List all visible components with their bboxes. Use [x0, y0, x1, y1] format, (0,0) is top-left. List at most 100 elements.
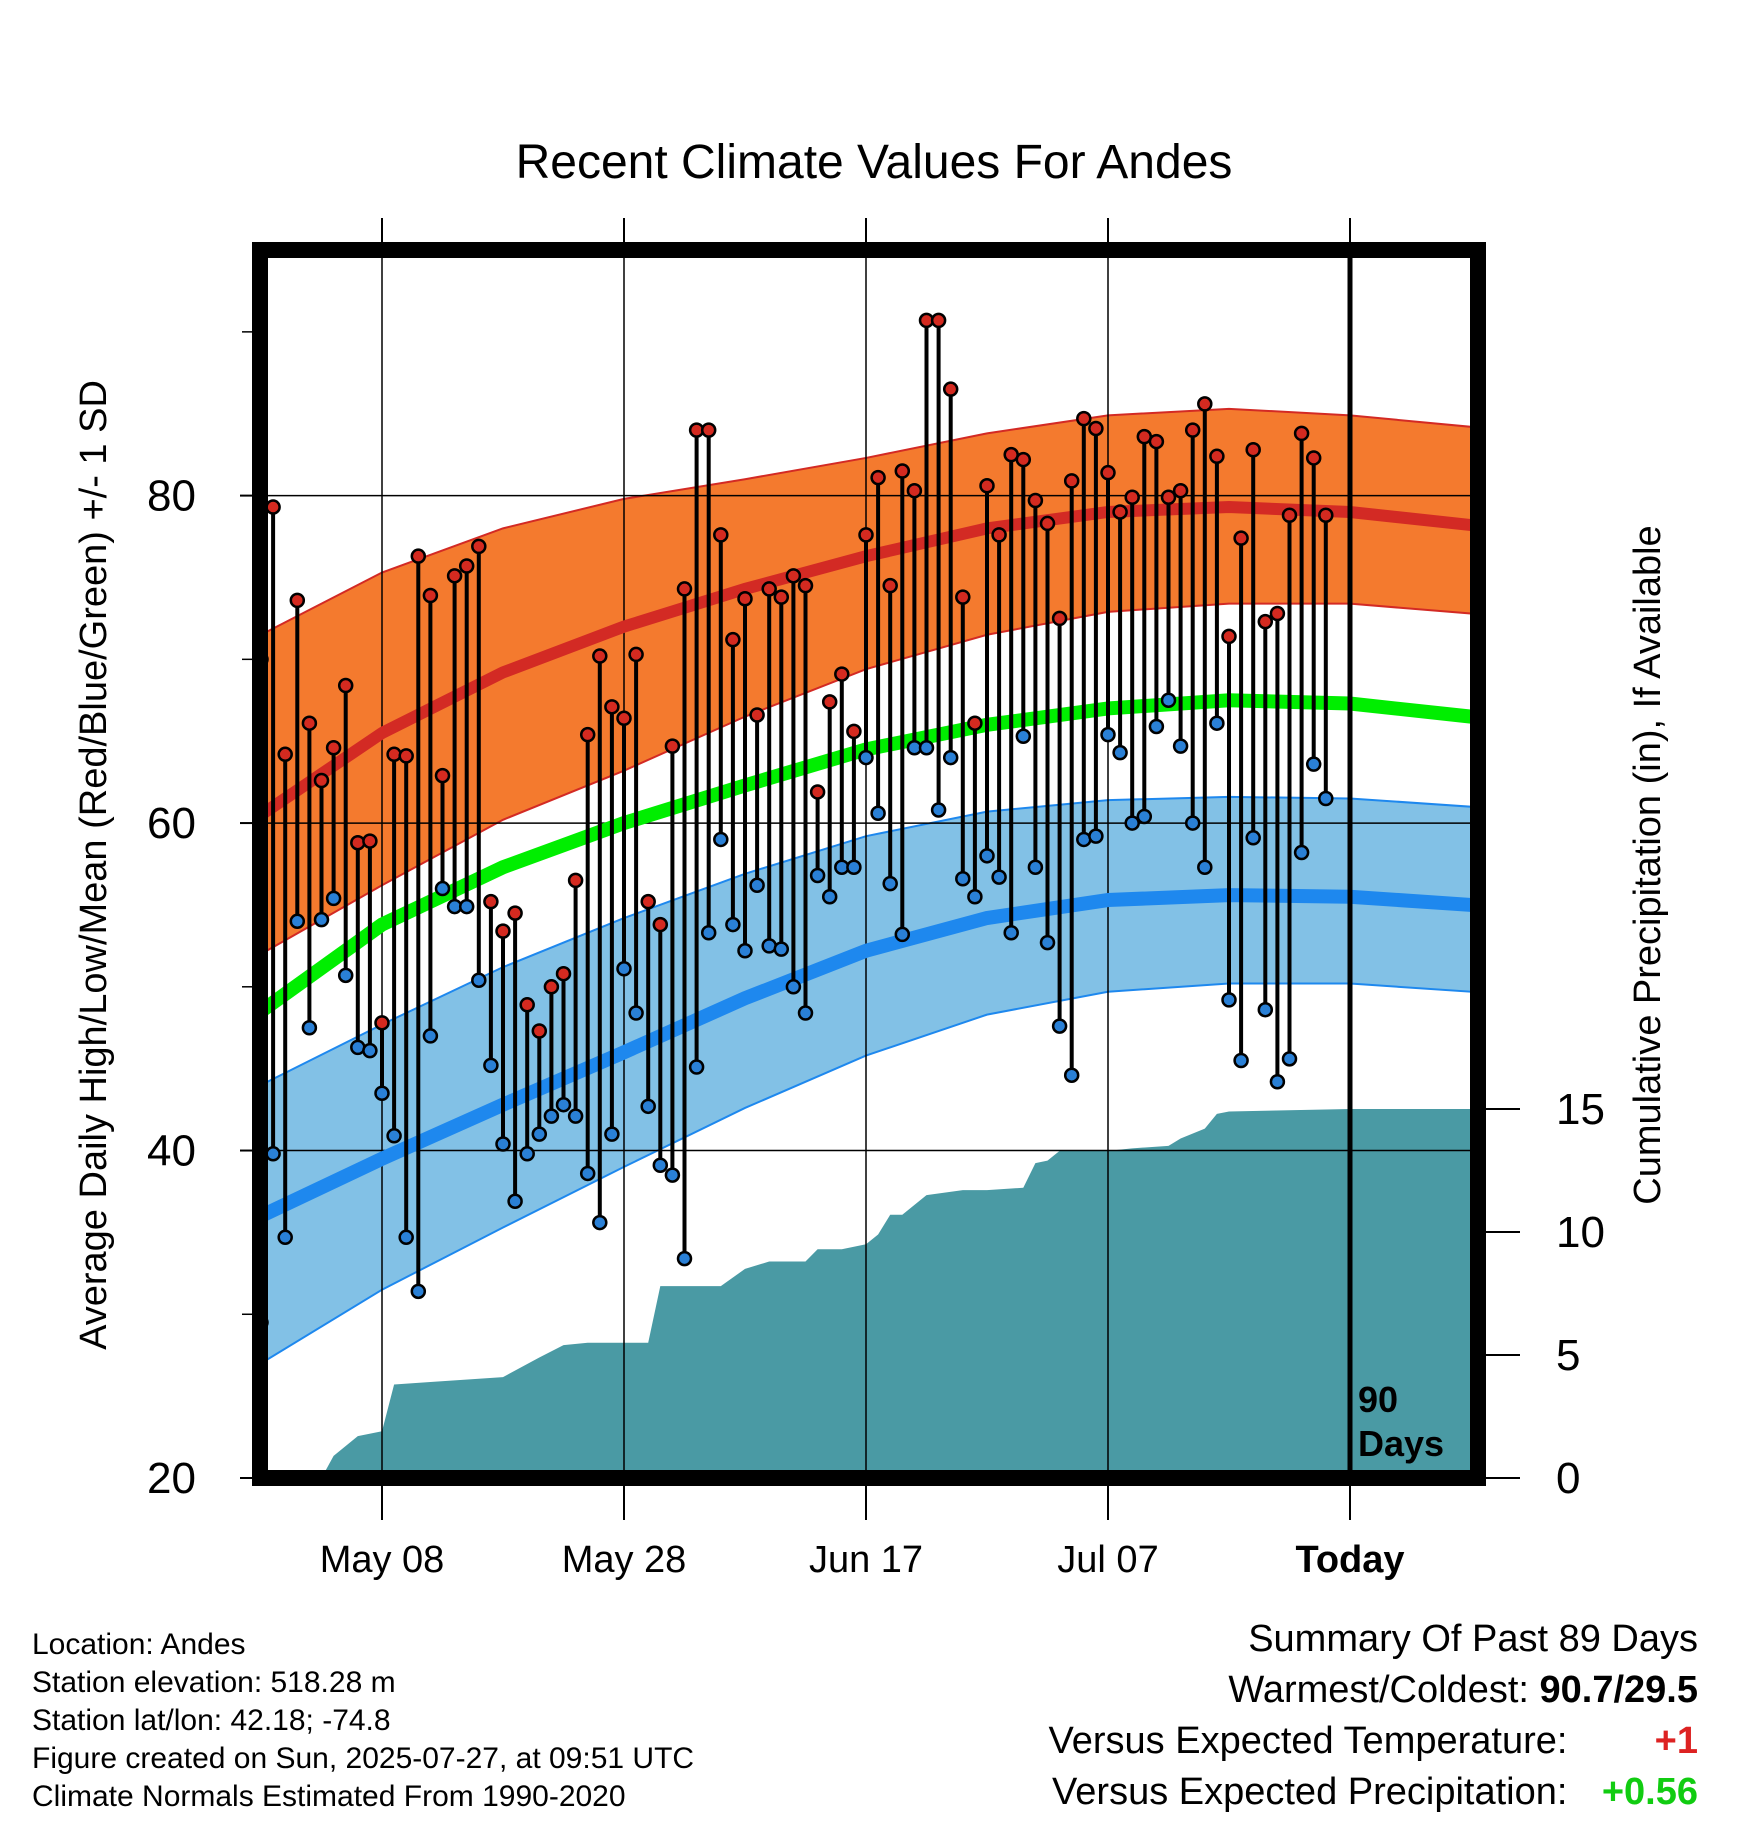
low-point [1136, 808, 1153, 825]
low-point [301, 1019, 318, 1036]
low-point [797, 1005, 814, 1021]
low-point [1160, 692, 1177, 709]
location-text: Location: Andes [32, 1628, 246, 1661]
high-point [821, 694, 838, 710]
high-point [1305, 450, 1322, 466]
low-point [979, 848, 995, 864]
high-point [277, 746, 293, 763]
high-point [1318, 507, 1334, 523]
high-point [374, 1015, 390, 1031]
high-point [337, 677, 354, 694]
low-point [1305, 756, 1322, 772]
low-point [1003, 925, 1019, 941]
high-point [398, 748, 414, 764]
x-tick-label: May 08 [320, 1539, 445, 1581]
low-point [616, 961, 632, 977]
high-point [422, 587, 439, 604]
low-point [434, 880, 451, 897]
low-point [652, 1157, 669, 1174]
low-point [531, 1126, 548, 1142]
high-point [1112, 504, 1128, 520]
high-point [1051, 610, 1068, 627]
low-point [1233, 1052, 1249, 1069]
low-point [398, 1229, 414, 1246]
summary-title: Summary Of Past 89 Days [1248, 1618, 1698, 1660]
low-point [495, 1136, 511, 1152]
latlon-text: Station lat/lon: 42.18; -74.8 [32, 1704, 391, 1737]
x-tick-label: Jun 17 [809, 1539, 923, 1581]
low-point [458, 898, 475, 915]
high-point [1015, 451, 1032, 468]
warm-cold-value: 90.7/29.5 [1539, 1669, 1698, 1711]
low-point [507, 1193, 523, 1210]
low-point [749, 877, 765, 894]
low-point [1124, 815, 1140, 831]
plot-frame [252, 242, 1486, 1486]
high-point [942, 381, 959, 397]
low-point [870, 805, 886, 821]
low-mean-line [260, 888, 1472, 1223]
high-point [725, 631, 741, 648]
high-point [301, 715, 318, 731]
low-point [785, 979, 802, 995]
low-point [1245, 830, 1261, 846]
low-point [567, 1108, 584, 1124]
high-point [1245, 442, 1261, 458]
high-point [1293, 425, 1310, 442]
low-point [628, 1005, 644, 1021]
high-point [652, 916, 669, 933]
low-point [374, 1085, 390, 1101]
high-point [1100, 464, 1116, 481]
high-point [1076, 410, 1092, 427]
low-point [967, 888, 983, 905]
low-point [1148, 718, 1165, 735]
high-point [313, 772, 330, 789]
low-point [1088, 828, 1104, 844]
low-point [773, 941, 790, 957]
low-point [555, 1096, 572, 1113]
left-tick-label: 60 [147, 799, 196, 848]
low-point [821, 888, 838, 905]
high-point [265, 499, 281, 515]
low-point [700, 925, 717, 941]
low-point [1281, 1051, 1298, 1067]
high-point [555, 965, 572, 982]
high-point [1063, 473, 1080, 489]
low-point [277, 1229, 293, 1246]
high-point [1124, 489, 1140, 505]
low-point [289, 913, 306, 930]
low-point [1184, 815, 1201, 831]
high-point [737, 591, 753, 607]
high-point [809, 784, 826, 800]
high-point [1197, 396, 1213, 412]
high-point [700, 422, 717, 438]
x-tick-label: Today [1295, 1539, 1404, 1581]
high-point [749, 707, 765, 723]
chart-title: Recent Climate Values For Andes [516, 136, 1233, 189]
low-point [1293, 844, 1310, 861]
y-axis-label-right: Cumulative Precipitation (in), If Availa… [1627, 525, 1669, 1204]
warm-cold-label: Warmest/Coldest: [1228, 1669, 1529, 1711]
days-marker-text: Days [1358, 1423, 1444, 1464]
high-point [434, 767, 451, 784]
high-point [1281, 507, 1298, 523]
low-point [846, 859, 862, 876]
low-point [894, 926, 911, 943]
high-point [991, 527, 1007, 543]
high-point [531, 1023, 548, 1039]
days-marker-text: 90 [1358, 1379, 1398, 1420]
low-point [942, 749, 959, 766]
high-point [664, 738, 681, 754]
high-point [713, 527, 729, 543]
high-point [1184, 422, 1201, 438]
high-point [289, 592, 306, 609]
high-point [410, 548, 427, 564]
low-point [313, 911, 330, 928]
low-point [265, 1146, 281, 1162]
low-point [737, 943, 753, 959]
low-point [325, 890, 342, 907]
high-point [846, 723, 862, 740]
low-point [410, 1283, 427, 1300]
high-point [797, 577, 814, 594]
high-point [1233, 530, 1249, 546]
